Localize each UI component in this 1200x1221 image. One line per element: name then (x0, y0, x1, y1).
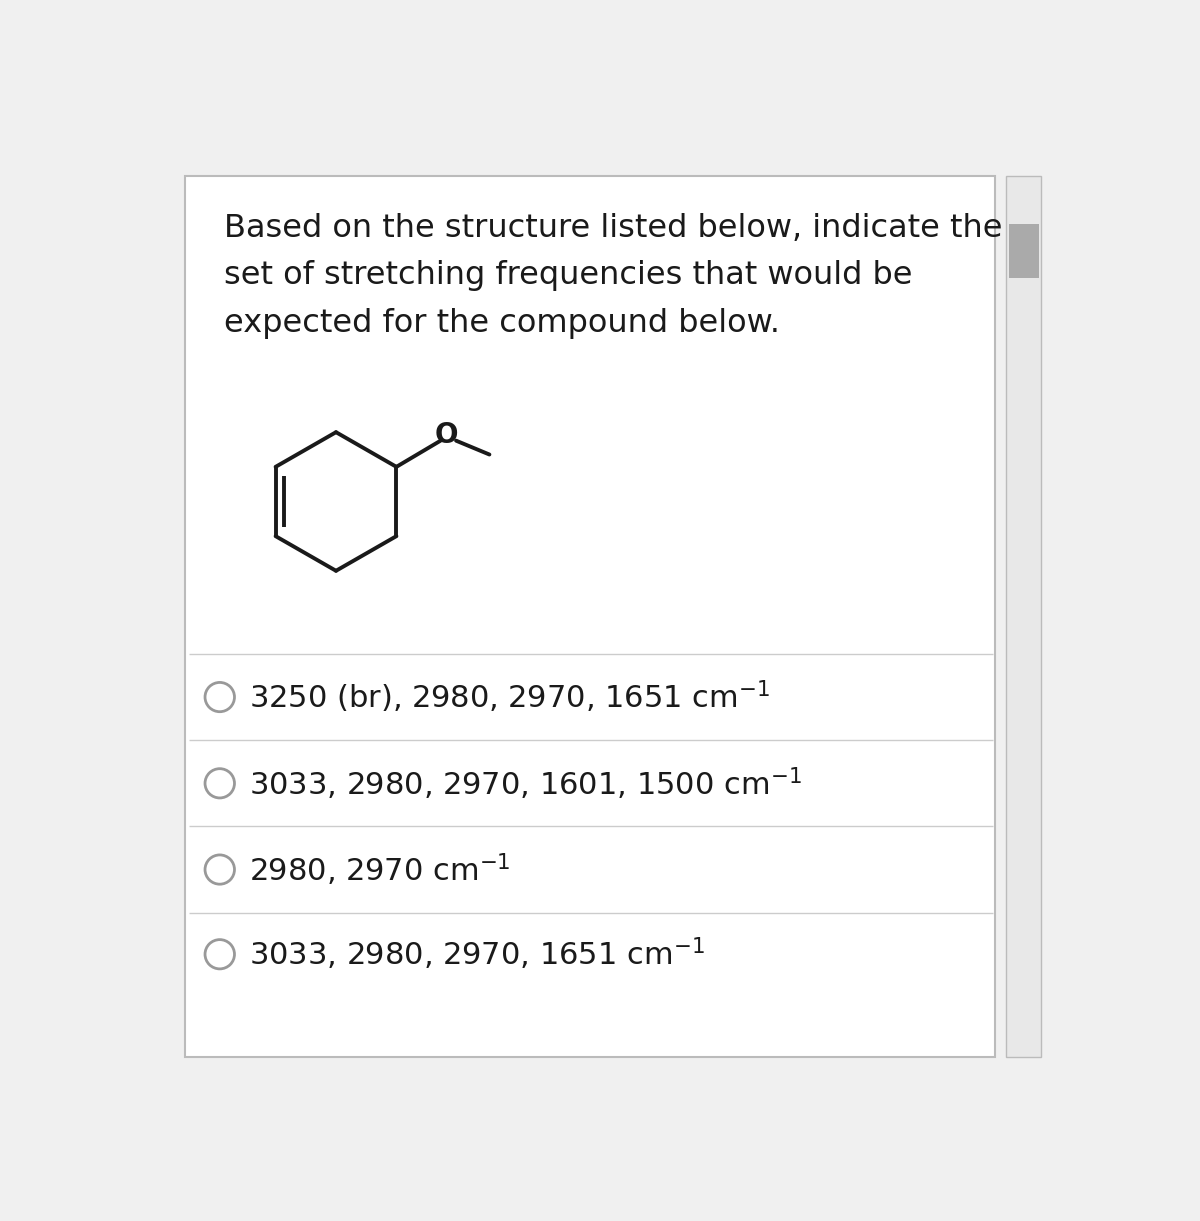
Text: Based on the structure listed below, indicate the: Based on the structure listed below, ind… (223, 212, 1002, 244)
Text: 2980, 2970 cm$^{-1}$: 2980, 2970 cm$^{-1}$ (250, 851, 511, 888)
Text: set of stretching frequencies that would be: set of stretching frequencies that would… (223, 260, 912, 292)
FancyBboxPatch shape (1009, 225, 1039, 278)
Text: expected for the compound below.: expected for the compound below. (223, 308, 780, 339)
Circle shape (205, 769, 234, 799)
Circle shape (205, 855, 234, 884)
Text: 3033, 2980, 2970, 1651 cm$^{-1}$: 3033, 2980, 2970, 1651 cm$^{-1}$ (250, 937, 704, 972)
Text: 3250 (br), 2980, 2970, 1651 cm$^{-1}$: 3250 (br), 2980, 2970, 1651 cm$^{-1}$ (250, 679, 770, 716)
Text: 3033, 2980, 2970, 1601, 1500 cm$^{-1}$: 3033, 2980, 2970, 1601, 1500 cm$^{-1}$ (250, 766, 802, 801)
FancyBboxPatch shape (185, 176, 995, 1057)
Text: O: O (436, 420, 458, 448)
FancyBboxPatch shape (1007, 176, 1042, 1057)
Circle shape (205, 940, 234, 969)
Circle shape (205, 683, 234, 712)
